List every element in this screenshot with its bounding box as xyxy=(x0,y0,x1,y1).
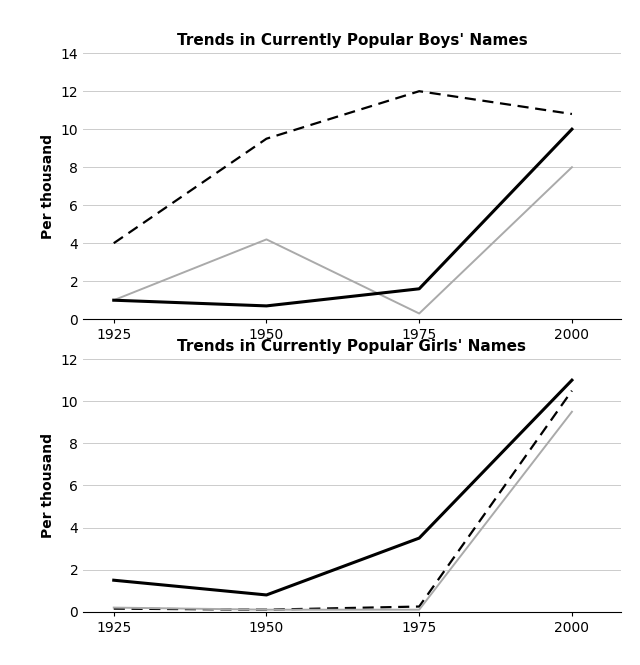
Title: Trends in Currently Popular Girls' Names: Trends in Currently Popular Girls' Names xyxy=(177,338,527,354)
Y-axis label: Per thousand: Per thousand xyxy=(41,134,55,239)
Title: Trends in Currently Popular Boys' Names: Trends in Currently Popular Boys' Names xyxy=(177,33,527,48)
Y-axis label: Per thousand: Per thousand xyxy=(41,433,55,538)
Legend: Daniel, Oliver, Alexander: Daniel, Oliver, Alexander xyxy=(189,374,515,399)
